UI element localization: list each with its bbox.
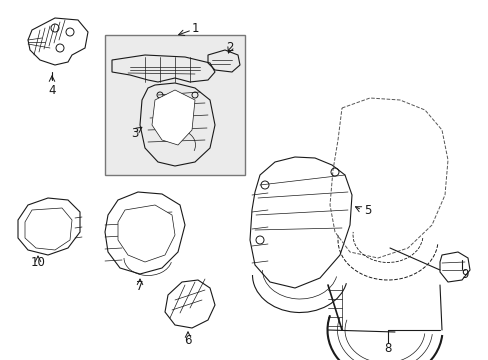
Polygon shape	[152, 90, 195, 145]
Text: 7: 7	[136, 279, 143, 292]
Text: 2: 2	[226, 41, 233, 54]
Text: 5: 5	[364, 203, 371, 216]
FancyBboxPatch shape	[105, 35, 244, 175]
Text: 8: 8	[384, 342, 391, 355]
Polygon shape	[118, 205, 175, 262]
Text: 1: 1	[191, 22, 198, 35]
Text: 10: 10	[30, 256, 45, 270]
Text: 4: 4	[48, 84, 56, 96]
Text: 9: 9	[460, 269, 468, 282]
Text: 3: 3	[131, 126, 139, 140]
Polygon shape	[25, 208, 72, 250]
Text: 6: 6	[184, 333, 191, 346]
